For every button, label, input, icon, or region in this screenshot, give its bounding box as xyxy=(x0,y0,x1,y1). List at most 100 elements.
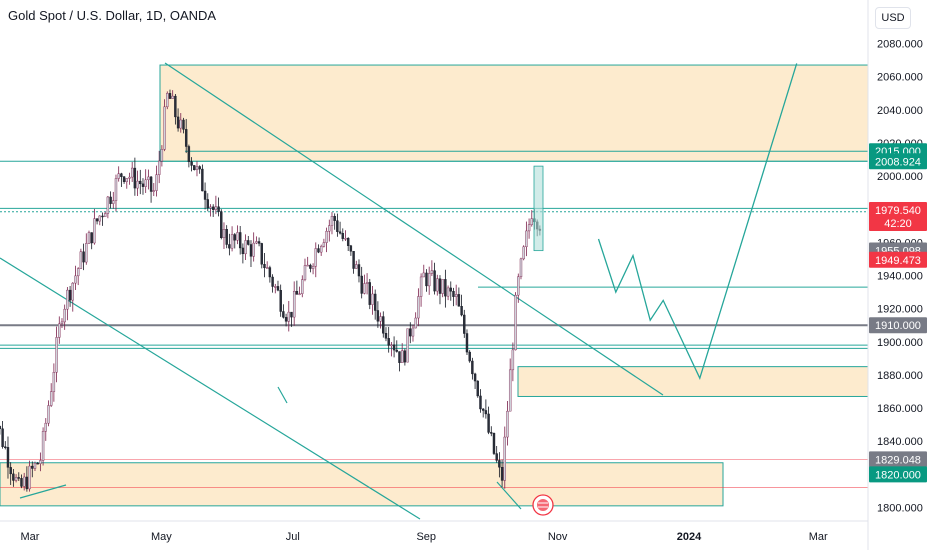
candle[interactable] xyxy=(417,296,420,319)
candle[interactable] xyxy=(517,276,520,296)
candle[interactable] xyxy=(287,311,290,322)
candle[interactable] xyxy=(357,264,361,277)
candle[interactable] xyxy=(87,232,91,244)
candle[interactable] xyxy=(508,369,512,412)
candle[interactable] xyxy=(33,462,37,469)
candle[interactable] xyxy=(344,238,347,240)
candle[interactable] xyxy=(301,279,304,294)
candle[interactable] xyxy=(446,287,450,297)
candle[interactable] xyxy=(166,93,169,108)
candle[interactable] xyxy=(387,338,390,346)
candle[interactable] xyxy=(355,264,358,269)
candle[interactable] xyxy=(444,279,447,297)
candle[interactable] xyxy=(109,196,112,204)
candle[interactable] xyxy=(314,248,317,267)
candle[interactable] xyxy=(1,428,4,447)
candle[interactable] xyxy=(117,173,120,179)
candle[interactable] xyxy=(449,287,452,292)
candle[interactable] xyxy=(149,176,153,192)
candle[interactable] xyxy=(230,234,234,249)
candle[interactable] xyxy=(336,220,339,232)
candle[interactable] xyxy=(274,286,277,288)
candle[interactable] xyxy=(476,380,479,397)
candle[interactable] xyxy=(468,351,471,362)
candle[interactable] xyxy=(422,272,425,278)
candle[interactable] xyxy=(457,294,461,307)
candle[interactable] xyxy=(252,242,255,257)
candle[interactable] xyxy=(503,436,506,481)
candle[interactable] xyxy=(481,408,485,411)
candle[interactable] xyxy=(333,216,336,221)
candle[interactable] xyxy=(409,328,412,337)
candle[interactable] xyxy=(206,199,209,209)
candle[interactable] xyxy=(114,178,118,201)
candle[interactable] xyxy=(20,478,23,487)
candle[interactable] xyxy=(41,431,45,461)
candle[interactable] xyxy=(133,167,137,189)
candle[interactable] xyxy=(433,270,436,292)
candle[interactable] xyxy=(93,218,96,244)
candle[interactable] xyxy=(44,422,47,432)
supply-demand-zone[interactable] xyxy=(159,64,869,162)
candle[interactable] xyxy=(222,229,226,239)
candle[interactable] xyxy=(276,286,280,291)
candle[interactable] xyxy=(174,95,177,118)
candle[interactable] xyxy=(214,206,218,210)
candle[interactable] xyxy=(22,476,26,487)
candle[interactable] xyxy=(506,410,509,438)
candle[interactable] xyxy=(530,218,533,225)
candle[interactable] xyxy=(465,333,469,353)
projection-path[interactable] xyxy=(597,63,798,380)
candle[interactable] xyxy=(346,238,350,246)
candle[interactable] xyxy=(306,264,309,267)
candle[interactable] xyxy=(400,350,404,363)
candle[interactable] xyxy=(60,321,64,325)
candle[interactable] xyxy=(263,264,266,269)
candle[interactable] xyxy=(47,405,50,424)
candle[interactable] xyxy=(452,291,455,297)
candle[interactable] xyxy=(244,240,247,255)
candle[interactable] xyxy=(193,165,196,171)
candle[interactable] xyxy=(403,350,407,363)
candle[interactable] xyxy=(522,246,525,260)
candle[interactable] xyxy=(112,200,115,204)
candle[interactable] xyxy=(257,241,261,244)
candle[interactable] xyxy=(217,206,220,212)
candle[interactable] xyxy=(141,183,145,187)
candle[interactable] xyxy=(157,160,161,175)
candle[interactable] xyxy=(55,337,58,373)
candle[interactable] xyxy=(25,476,29,490)
candle[interactable] xyxy=(52,372,56,392)
candle[interactable] xyxy=(427,273,431,287)
candle[interactable] xyxy=(373,293,377,311)
candle[interactable] xyxy=(101,215,104,218)
candle[interactable] xyxy=(66,289,69,310)
candle[interactable] xyxy=(76,268,80,277)
candle[interactable] xyxy=(492,433,496,454)
candle[interactable] xyxy=(260,243,263,265)
candle[interactable] xyxy=(317,248,320,253)
candle[interactable] xyxy=(228,244,231,249)
candle[interactable] xyxy=(209,206,212,209)
candle[interactable] xyxy=(514,294,517,351)
candle[interactable] xyxy=(198,166,201,170)
candle[interactable] xyxy=(284,317,288,322)
candle[interactable] xyxy=(436,278,439,292)
candle[interactable] xyxy=(311,266,315,269)
candle[interactable] xyxy=(225,229,228,245)
price-tag[interactable]: 1829.048 xyxy=(869,451,927,468)
candle[interactable] xyxy=(95,218,99,222)
candle[interactable] xyxy=(349,245,353,252)
candle[interactable] xyxy=(168,93,172,99)
candle[interactable] xyxy=(241,247,245,255)
candle[interactable] xyxy=(128,176,131,179)
candle[interactable] xyxy=(500,467,504,481)
candle[interactable] xyxy=(425,272,428,287)
candle[interactable] xyxy=(490,432,493,434)
candle[interactable] xyxy=(265,267,269,269)
candle[interactable] xyxy=(144,179,147,187)
candle[interactable] xyxy=(85,243,88,263)
candle[interactable] xyxy=(160,149,164,162)
candle[interactable] xyxy=(63,308,66,323)
candle[interactable] xyxy=(130,167,134,178)
